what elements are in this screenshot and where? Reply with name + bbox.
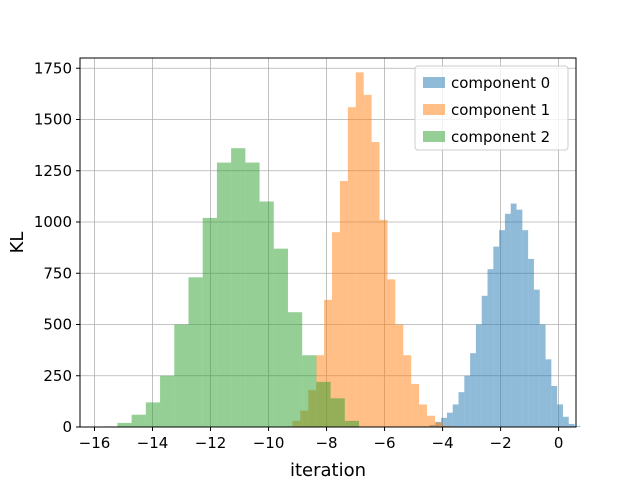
histogram-bar <box>442 425 451 427</box>
histogram-bar <box>131 414 146 427</box>
histogram-bar <box>117 422 132 427</box>
histogram-bar <box>273 248 288 427</box>
y-tick-label: 1500 <box>34 111 72 129</box>
y-tick-label: 1000 <box>34 213 72 231</box>
histogram-bar <box>516 209 523 427</box>
histogram-bar <box>188 277 203 427</box>
histogram-bar <box>441 417 447 427</box>
plot-frame <box>79 57 577 428</box>
histogram-bar <box>493 246 500 427</box>
histogram-bar <box>216 162 232 428</box>
y-tick-label: 1250 <box>34 162 72 180</box>
histogram-bar <box>419 404 428 427</box>
axis-ticks: −16 −14 −12 −10 −8 −6 −4 −2 0 0 250 500 750 1000 1250 1… <box>34 59 564 452</box>
histogram-bar <box>355 72 364 427</box>
histogram-bar <box>434 422 443 427</box>
series-0 <box>423 203 581 427</box>
x-tick-label: −4 <box>432 434 454 452</box>
histogram-bar <box>403 355 412 427</box>
histogram-bar <box>347 107 356 427</box>
histogram-bar <box>504 213 511 427</box>
legend-swatch <box>423 131 445 142</box>
histogram-bar <box>160 375 175 427</box>
histogram-bars <box>103 72 581 428</box>
legend-swatch <box>423 77 445 88</box>
histogram-bar <box>324 299 333 427</box>
legend-label: component 2 <box>451 128 550 146</box>
histogram-bar <box>371 142 380 428</box>
histogram-bar <box>452 404 459 427</box>
y-tick-label: 0 <box>62 418 72 436</box>
histogram-bar <box>427 415 435 427</box>
histogram-bar <box>533 289 540 427</box>
histogram-bar <box>387 279 396 427</box>
legend: component 0 component 1 component 2 <box>414 65 569 151</box>
x-tick-label: 0 <box>554 434 564 452</box>
histogram-bar <box>458 392 465 427</box>
histogram-bar <box>499 230 505 427</box>
histogram-bar <box>545 359 552 427</box>
histogram-bar <box>522 230 529 427</box>
legend-label: component 1 <box>451 101 550 119</box>
histogram-bar <box>231 148 246 427</box>
histogram-bar <box>411 383 420 427</box>
histogram-bar <box>562 416 569 427</box>
histogram-bar <box>330 398 345 427</box>
legend-swatch <box>423 104 445 115</box>
histogram-bar <box>470 353 476 427</box>
histogram-bar <box>446 412 453 427</box>
x-tick-label: −2 <box>490 434 512 452</box>
histogram-bar <box>510 203 517 427</box>
histogram-bar <box>339 181 348 427</box>
y-tick-label: 500 <box>43 316 72 334</box>
series-1 <box>284 72 451 428</box>
histogram-bar <box>557 404 563 427</box>
histogram-bar <box>363 94 372 428</box>
histogram-bar <box>464 375 471 427</box>
histogram-bar <box>395 324 404 427</box>
histogram-bar <box>379 219 388 427</box>
histogram-bar <box>551 386 558 427</box>
histogram-bar <box>145 402 161 427</box>
y-axis-label: KL <box>7 232 28 254</box>
histogram-bar <box>174 324 189 427</box>
y-tick-label: 1750 <box>34 59 72 77</box>
x-tick-label: −14 <box>137 434 169 452</box>
histogram-bar <box>287 312 303 427</box>
legend-label: component 0 <box>451 74 550 92</box>
histogram-bar <box>202 217 217 427</box>
x-axis-label: iteration <box>290 460 366 480</box>
histogram-bar <box>528 258 534 427</box>
histogram-bar <box>316 381 331 427</box>
legend-box <box>414 65 569 151</box>
histogram-bar <box>344 420 360 427</box>
histogram-bar <box>574 425 581 427</box>
x-tick-label: −16 <box>79 434 111 452</box>
y-tick-label: 750 <box>43 264 72 282</box>
histogram-bar <box>302 355 317 427</box>
histogram-bar <box>332 232 340 427</box>
histogram-bar <box>259 201 274 427</box>
y-tick-label: 250 <box>43 367 72 385</box>
histogram-bar <box>481 295 488 427</box>
x-tick-label: −10 <box>253 434 285 452</box>
series-2 <box>103 148 360 428</box>
histogram-bar <box>487 269 494 427</box>
histogram-bar <box>568 423 575 427</box>
x-tick-label: −8 <box>315 434 337 452</box>
x-tick-label: −12 <box>195 434 227 452</box>
histogram-bar <box>475 324 482 427</box>
histogram-bar <box>539 324 546 427</box>
x-tick-label: −6 <box>373 434 395 452</box>
histogram-bar <box>245 162 260 428</box>
